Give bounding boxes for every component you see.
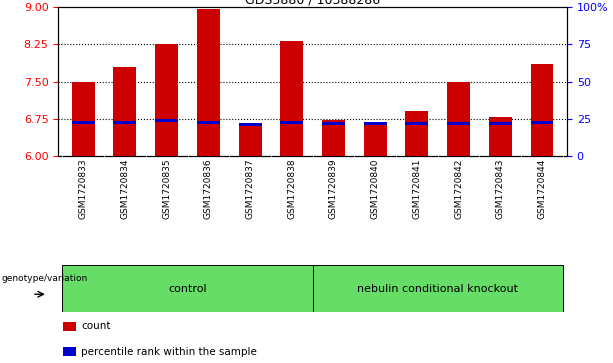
Text: GSM1720844: GSM1720844 <box>538 158 547 219</box>
Bar <box>197 121 220 124</box>
Bar <box>313 265 563 312</box>
Bar <box>322 121 345 156</box>
Text: GSM1720833: GSM1720833 <box>78 158 88 219</box>
Bar <box>238 125 262 156</box>
Bar <box>72 121 95 125</box>
Text: GSM1720842: GSM1720842 <box>454 158 463 219</box>
Text: nebulin conditional knockout: nebulin conditional knockout <box>357 284 518 294</box>
Bar <box>155 119 178 122</box>
Text: percentile rank within the sample: percentile rank within the sample <box>81 347 257 357</box>
Bar <box>405 111 428 156</box>
Bar <box>364 122 387 156</box>
Text: GSM1720839: GSM1720839 <box>329 158 338 219</box>
Bar <box>63 322 76 331</box>
Text: GSM1720836: GSM1720836 <box>204 158 213 219</box>
Text: GSM1720834: GSM1720834 <box>121 158 129 219</box>
Bar <box>530 64 554 156</box>
Bar <box>280 41 303 156</box>
Text: GSM1720838: GSM1720838 <box>287 158 296 219</box>
Bar <box>155 44 178 156</box>
Bar <box>530 121 554 124</box>
Text: GSM1720837: GSM1720837 <box>246 158 254 219</box>
Bar <box>447 82 470 156</box>
Bar <box>364 122 387 125</box>
Bar <box>113 121 137 125</box>
Text: GSM1720843: GSM1720843 <box>496 158 504 219</box>
Bar <box>322 122 345 125</box>
Bar <box>197 9 220 156</box>
Bar <box>447 122 470 125</box>
Bar <box>280 121 303 124</box>
Bar <box>72 82 95 156</box>
Text: GSM1720841: GSM1720841 <box>413 158 421 219</box>
Text: count: count <box>81 321 110 331</box>
Bar <box>405 122 428 125</box>
Bar <box>489 117 512 156</box>
Bar <box>63 265 313 312</box>
Text: genotype/variation: genotype/variation <box>1 274 88 283</box>
Bar <box>113 67 137 156</box>
Text: control: control <box>168 284 207 294</box>
Bar <box>238 123 262 126</box>
Text: GSM1720835: GSM1720835 <box>162 158 171 219</box>
Text: GSM1720840: GSM1720840 <box>371 158 379 219</box>
Bar <box>489 122 512 125</box>
Bar <box>63 347 76 356</box>
Title: GDS5880 / 10388286: GDS5880 / 10388286 <box>245 0 380 6</box>
